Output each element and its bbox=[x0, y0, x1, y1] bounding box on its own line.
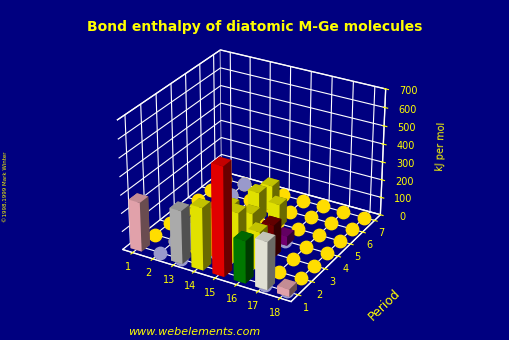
Text: www.webelements.com: www.webelements.com bbox=[127, 327, 260, 337]
Text: ©1998,1999 Mark Winter: ©1998,1999 Mark Winter bbox=[3, 152, 8, 222]
Y-axis label: Period: Period bbox=[365, 286, 402, 323]
Text: Bond enthalpy of diatomic M-Ge molecules: Bond enthalpy of diatomic M-Ge molecules bbox=[87, 20, 422, 34]
